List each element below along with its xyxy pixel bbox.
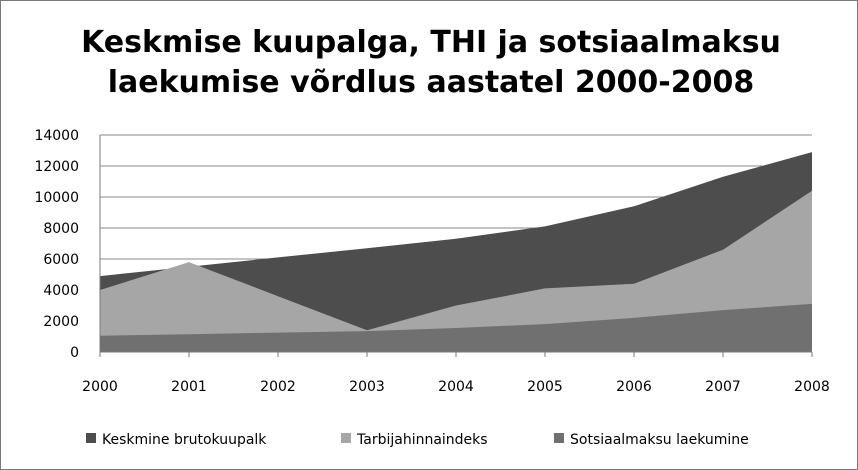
y-tick-label: 10000 — [34, 190, 79, 206]
x-tick-label: 2004 — [438, 379, 474, 395]
y-tick-label: 8000 — [43, 221, 79, 237]
legend-label: Keskmine brutokuupalk — [102, 432, 267, 448]
x-tick-label: 2003 — [349, 379, 385, 395]
legend-swatch — [554, 433, 564, 443]
legend-label: Tarbijahinnaindeks — [356, 432, 488, 448]
x-tick-label: 2000 — [82, 379, 118, 395]
y-tick-label: 14000 — [34, 128, 79, 144]
x-tick-label: 2007 — [705, 379, 741, 395]
x-tick-label: 2005 — [527, 379, 563, 395]
y-tick-label: 0 — [70, 345, 79, 361]
x-tick-label: 2002 — [260, 379, 296, 395]
legend-swatch — [341, 433, 351, 443]
y-tick-label: 6000 — [43, 252, 79, 268]
series-area-2 — [100, 190, 812, 352]
series-area-3 — [100, 303, 812, 352]
x-tick-label: 2006 — [616, 379, 652, 395]
x-tick-label: 2008 — [794, 379, 830, 395]
y-tick-label: 2000 — [43, 314, 79, 330]
y-tick-label: 12000 — [34, 159, 79, 175]
chart-title-line-1: Keskmise kuupalga, THI ja sotsiaalmaksu — [81, 25, 781, 60]
y-tick-label: 4000 — [43, 283, 79, 299]
x-tick-label: 2001 — [171, 379, 207, 395]
chart-title: Keskmise kuupalga, THI ja sotsiaalmaksu … — [61, 23, 801, 103]
legend-swatch — [86, 433, 96, 443]
legend-label: Sotsiaalmaksu laekumine — [570, 432, 749, 448]
chart-title-line-2: laekumise võrdlus aastatel 2000-2008 — [107, 65, 755, 100]
